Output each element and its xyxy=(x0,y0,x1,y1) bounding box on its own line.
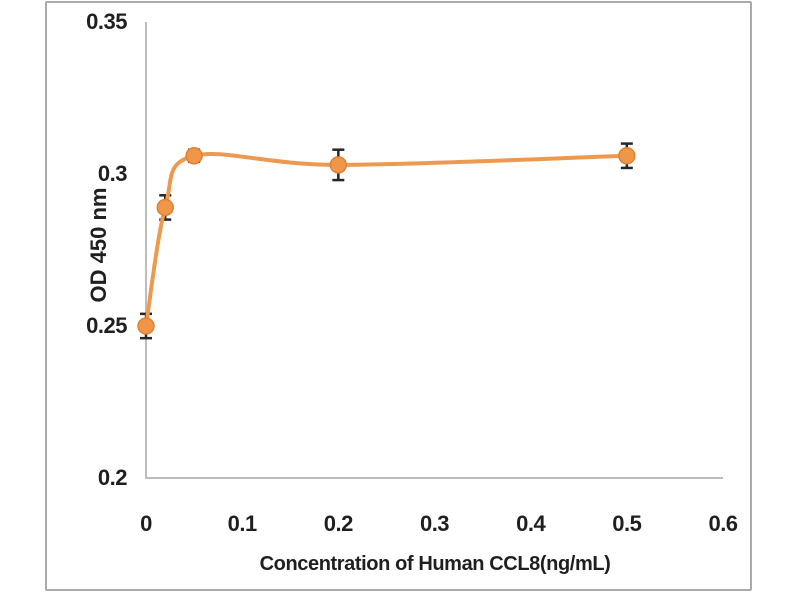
x-tick-label: 0.3 xyxy=(419,511,450,536)
data-point-marker xyxy=(156,198,174,217)
x-tick-label: 0.5 xyxy=(612,511,642,536)
data-point-marker xyxy=(185,147,203,165)
x-tick-label: 0.2 xyxy=(323,511,354,536)
x-tick-label: 0 xyxy=(140,511,152,536)
y-tick-label: 0.35 xyxy=(86,9,127,34)
x-tick-label: 0.1 xyxy=(227,511,258,536)
series-line xyxy=(144,151,629,328)
y-tick-label: 0.2 xyxy=(97,465,128,490)
y-axis-title: OD 450 nm xyxy=(86,187,111,303)
y-tick-label: 0.25 xyxy=(86,313,127,338)
x-tick-label: 0.4 xyxy=(516,511,546,536)
data-point-marker xyxy=(137,317,155,335)
x-tick-label: 0.6 xyxy=(708,511,738,536)
image-border xyxy=(45,1,752,591)
data-point-marker xyxy=(329,156,348,174)
y-tick-label: 0.3 xyxy=(97,161,128,186)
x-axis-title: Concentration of Human CCL8(ng/mL) xyxy=(259,553,611,575)
data-point-marker xyxy=(618,147,636,165)
